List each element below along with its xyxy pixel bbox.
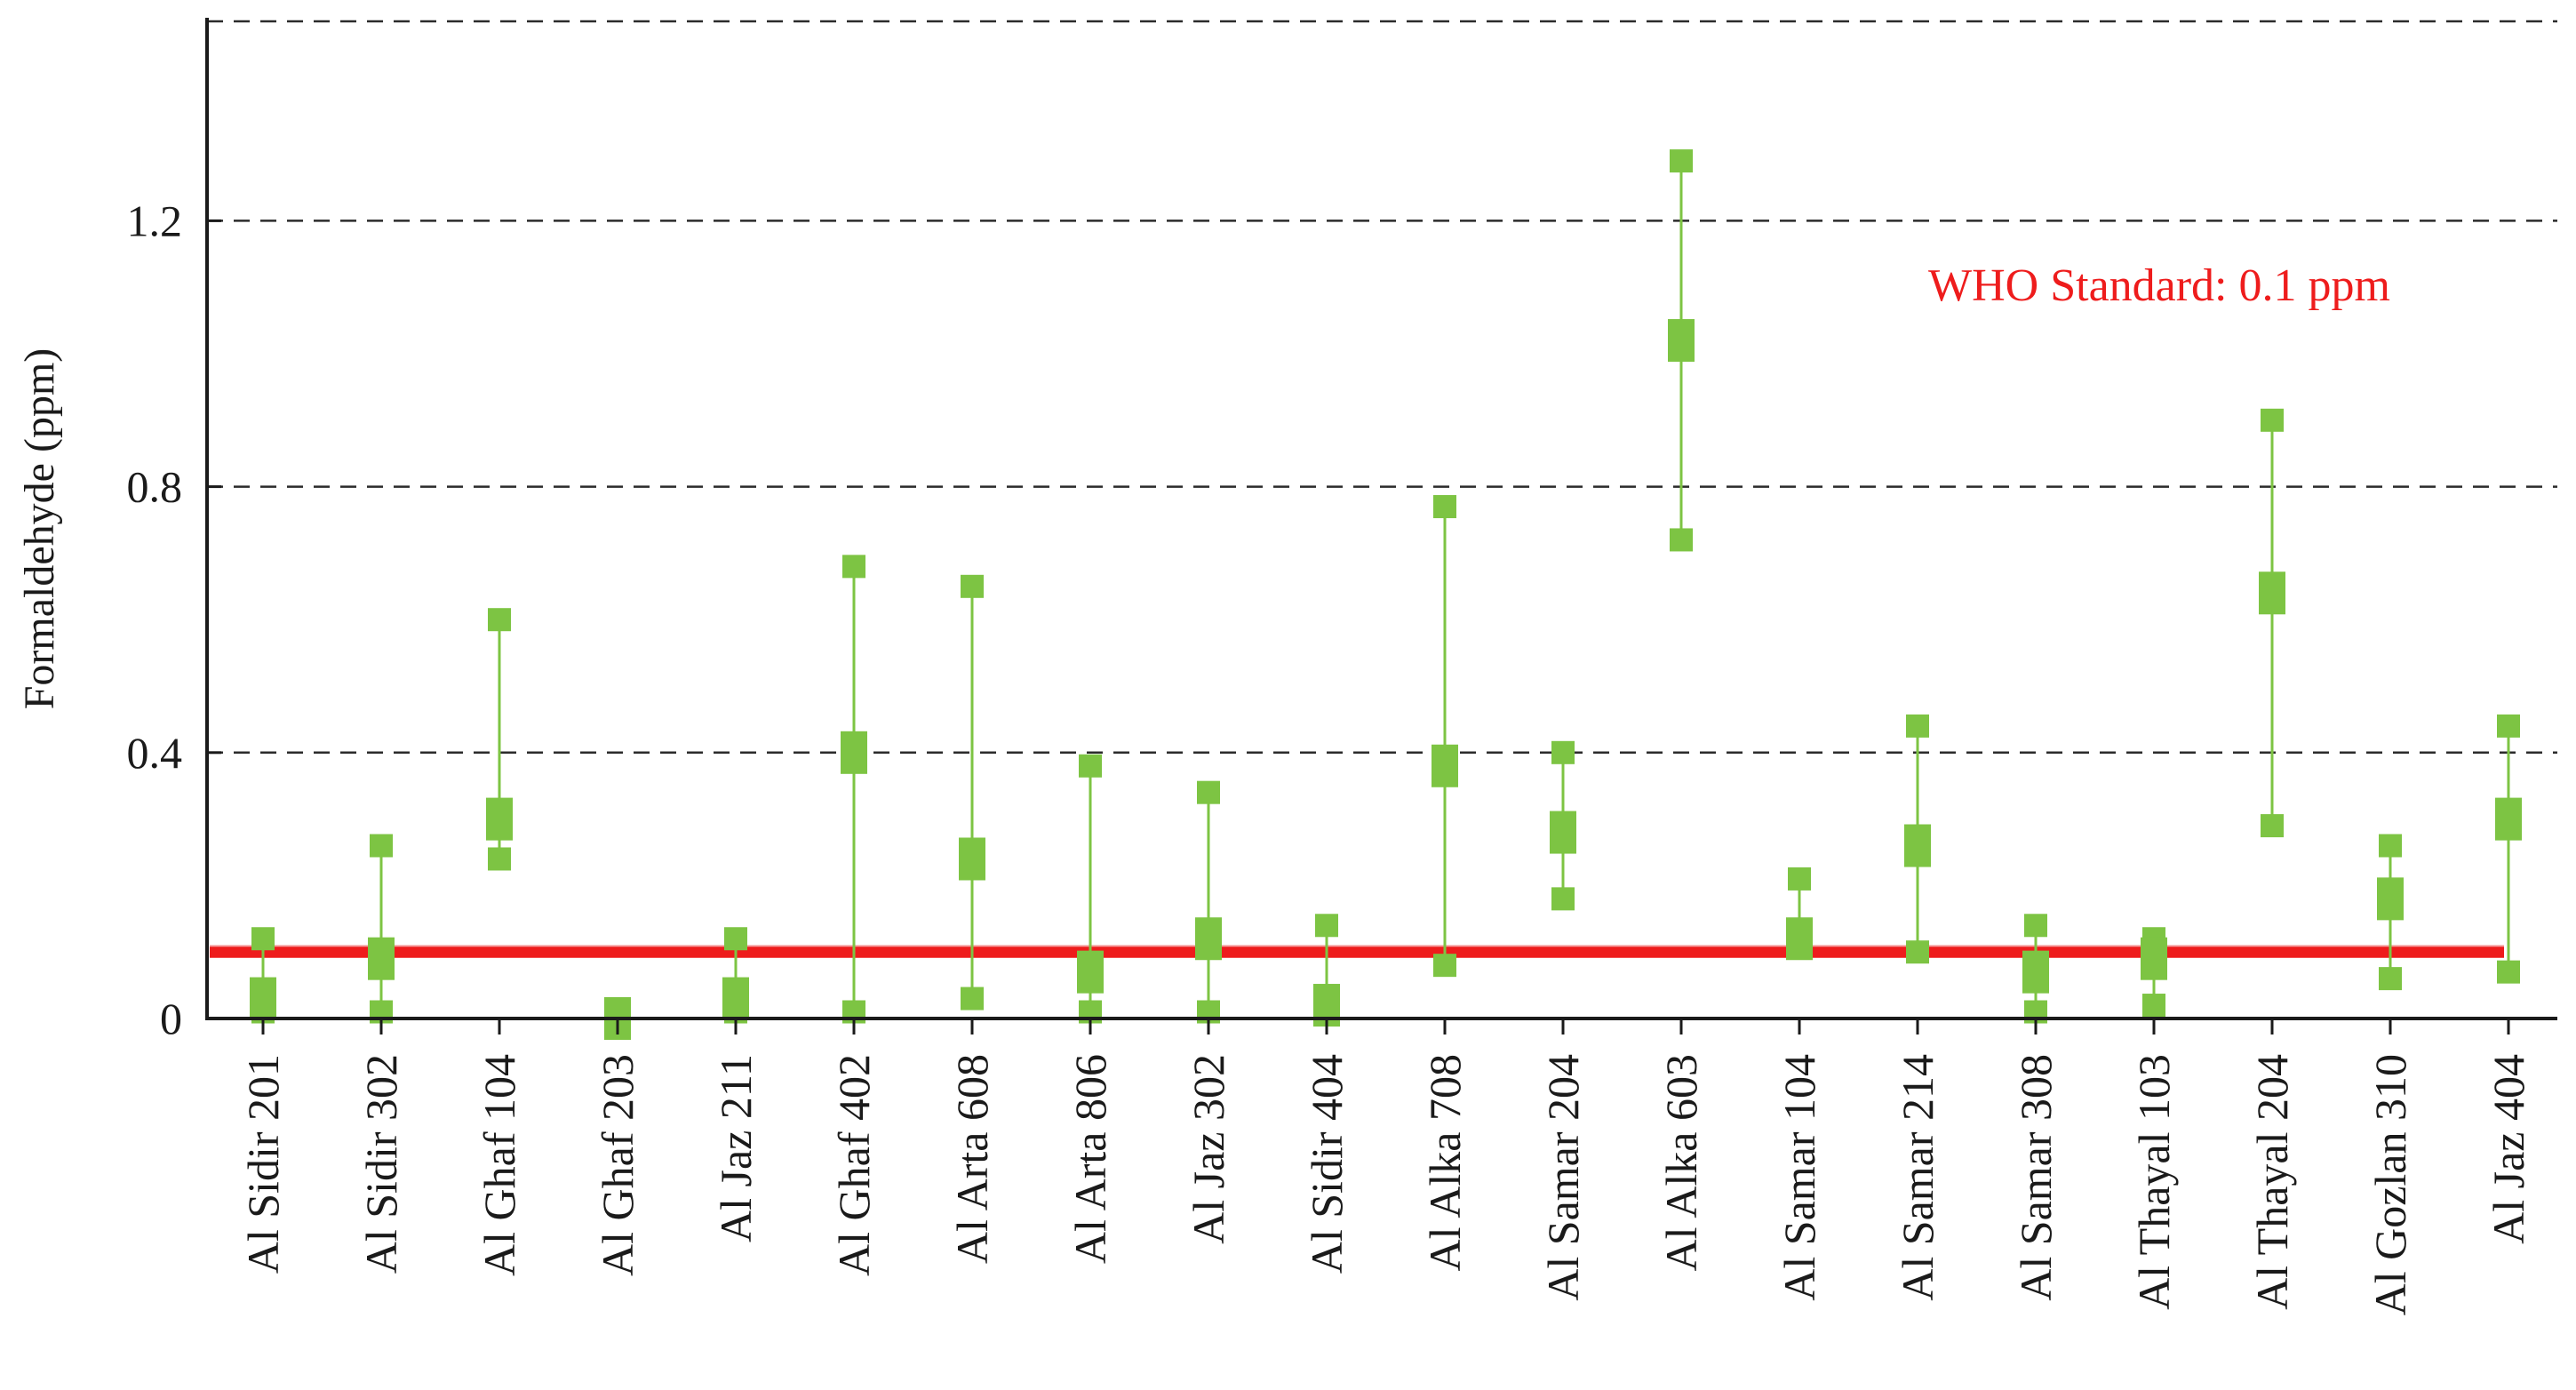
reference-line-group bbox=[210, 945, 2504, 958]
who-standard-label: WHO Standard: 0.1 ppm bbox=[1928, 260, 2390, 311]
data-point-group bbox=[2022, 914, 2049, 1024]
max-marker bbox=[1670, 149, 1693, 173]
mean-marker bbox=[1904, 824, 1931, 867]
max-marker bbox=[1315, 914, 1338, 938]
max-marker bbox=[1197, 780, 1220, 804]
mean-marker bbox=[1786, 917, 1813, 961]
mean-marker bbox=[1432, 744, 1458, 787]
min-marker bbox=[1433, 954, 1456, 978]
category-label: Al Ghaf 203 bbox=[593, 1054, 642, 1276]
category-label: Al Gozlan 310 bbox=[2365, 1054, 2415, 1315]
category-label: Al Jaz 211 bbox=[711, 1054, 761, 1242]
category-label: Al Samar 204 bbox=[1538, 1054, 1588, 1301]
category-label: Al Jaz 302 bbox=[1184, 1054, 1233, 1244]
data-point-group bbox=[1077, 754, 1104, 1024]
mean-marker bbox=[722, 977, 749, 1020]
min-marker bbox=[1906, 940, 1929, 964]
min-marker bbox=[2379, 967, 2402, 991]
data-point-group bbox=[1550, 740, 1576, 911]
mean-marker bbox=[841, 731, 867, 774]
min-marker bbox=[2497, 960, 2520, 984]
max-marker bbox=[1906, 714, 1929, 738]
mean-marker bbox=[2022, 950, 2049, 994]
mean-marker bbox=[1077, 950, 1104, 994]
max-marker bbox=[370, 834, 393, 858]
mean-marker bbox=[1668, 319, 1695, 363]
category-label: Al Alka 603 bbox=[1656, 1054, 1706, 1271]
mean-marker bbox=[1550, 811, 1576, 854]
y-tick-label: 1.2 bbox=[127, 196, 183, 245]
category-label: Al Sidir 201 bbox=[238, 1054, 288, 1274]
mean-marker bbox=[2141, 937, 2167, 980]
category-label: Al Thayal 103 bbox=[2129, 1054, 2179, 1310]
min-marker bbox=[1670, 528, 1693, 552]
min-marker bbox=[2261, 814, 2284, 838]
max-marker bbox=[1788, 867, 1811, 891]
labels: 0 0.4 0.8 1.2 Formaldehyde (ppm) Al Sidir 201… bbox=[16, 196, 2533, 1315]
data-point-group bbox=[2259, 408, 2285, 838]
data-point-group bbox=[1195, 780, 1222, 1024]
mean-marker bbox=[368, 937, 395, 980]
category-label: Al Samar 308 bbox=[2011, 1054, 2061, 1301]
data-point-group bbox=[1668, 149, 1695, 552]
axes bbox=[205, 18, 2557, 1035]
category-label: Al Thayal 204 bbox=[2247, 1054, 2297, 1310]
max-marker bbox=[2379, 834, 2402, 858]
category-label: Al Sidir 404 bbox=[1302, 1054, 1352, 1274]
mean-marker bbox=[2495, 797, 2522, 841]
max-marker bbox=[724, 927, 747, 951]
data-point-group bbox=[841, 555, 867, 1024]
gridlines bbox=[207, 20, 2557, 755]
data-point-group bbox=[2141, 927, 2167, 1018]
min-marker bbox=[2142, 994, 2165, 1018]
category-label: Al Arta 608 bbox=[947, 1054, 997, 1264]
y-tick-label: 0 bbox=[160, 994, 182, 1043]
data-point-group bbox=[1313, 914, 1340, 1027]
data-point-group bbox=[250, 927, 276, 1024]
mean-marker bbox=[1195, 917, 1222, 961]
data-point-group bbox=[1904, 714, 1931, 964]
mean-marker bbox=[2377, 877, 2404, 921]
max-marker bbox=[1433, 495, 1456, 519]
category-label: Al Ghaf 402 bbox=[829, 1054, 879, 1276]
mean-marker bbox=[486, 797, 513, 841]
min-marker bbox=[1551, 887, 1575, 911]
data-point-group bbox=[1786, 867, 1813, 961]
category-label: Al Samar 214 bbox=[1893, 1054, 1942, 1301]
mean-marker bbox=[250, 977, 276, 1020]
min-marker bbox=[488, 847, 511, 871]
y-tick-label: 0.4 bbox=[127, 728, 183, 778]
data-point-group bbox=[959, 574, 985, 1011]
max-marker bbox=[2261, 408, 2284, 432]
mean-marker bbox=[959, 837, 985, 881]
category-label: Al Sidir 302 bbox=[356, 1054, 406, 1274]
max-marker bbox=[1079, 754, 1102, 778]
data-point-group bbox=[368, 834, 395, 1024]
max-marker bbox=[2497, 714, 2520, 738]
data-point-group bbox=[486, 608, 513, 871]
y-axis-title: Formaldehyde (ppm) bbox=[16, 348, 63, 710]
max-marker bbox=[251, 927, 275, 951]
category-label: Al Jaz 404 bbox=[2484, 1054, 2533, 1244]
max-marker bbox=[842, 555, 865, 579]
min-marker bbox=[961, 987, 984, 1011]
data-series bbox=[250, 149, 2522, 1040]
data-point-group bbox=[1432, 495, 1458, 978]
category-label: Al Ghaf 104 bbox=[475, 1054, 524, 1276]
max-marker bbox=[961, 574, 984, 598]
mean-marker bbox=[2259, 571, 2285, 615]
max-marker bbox=[488, 608, 511, 632]
category-label: Al Samar 104 bbox=[1774, 1054, 1824, 1301]
y-tick-label: 0.8 bbox=[127, 462, 183, 512]
category-label: Al Alka 708 bbox=[1420, 1054, 1470, 1271]
max-marker bbox=[2024, 914, 2047, 938]
data-point-group bbox=[2495, 714, 2522, 984]
max-marker bbox=[1551, 740, 1575, 764]
category-label: Al Arta 806 bbox=[1065, 1054, 1115, 1264]
data-point-group bbox=[2377, 834, 2404, 991]
data-point-group bbox=[722, 927, 749, 1024]
